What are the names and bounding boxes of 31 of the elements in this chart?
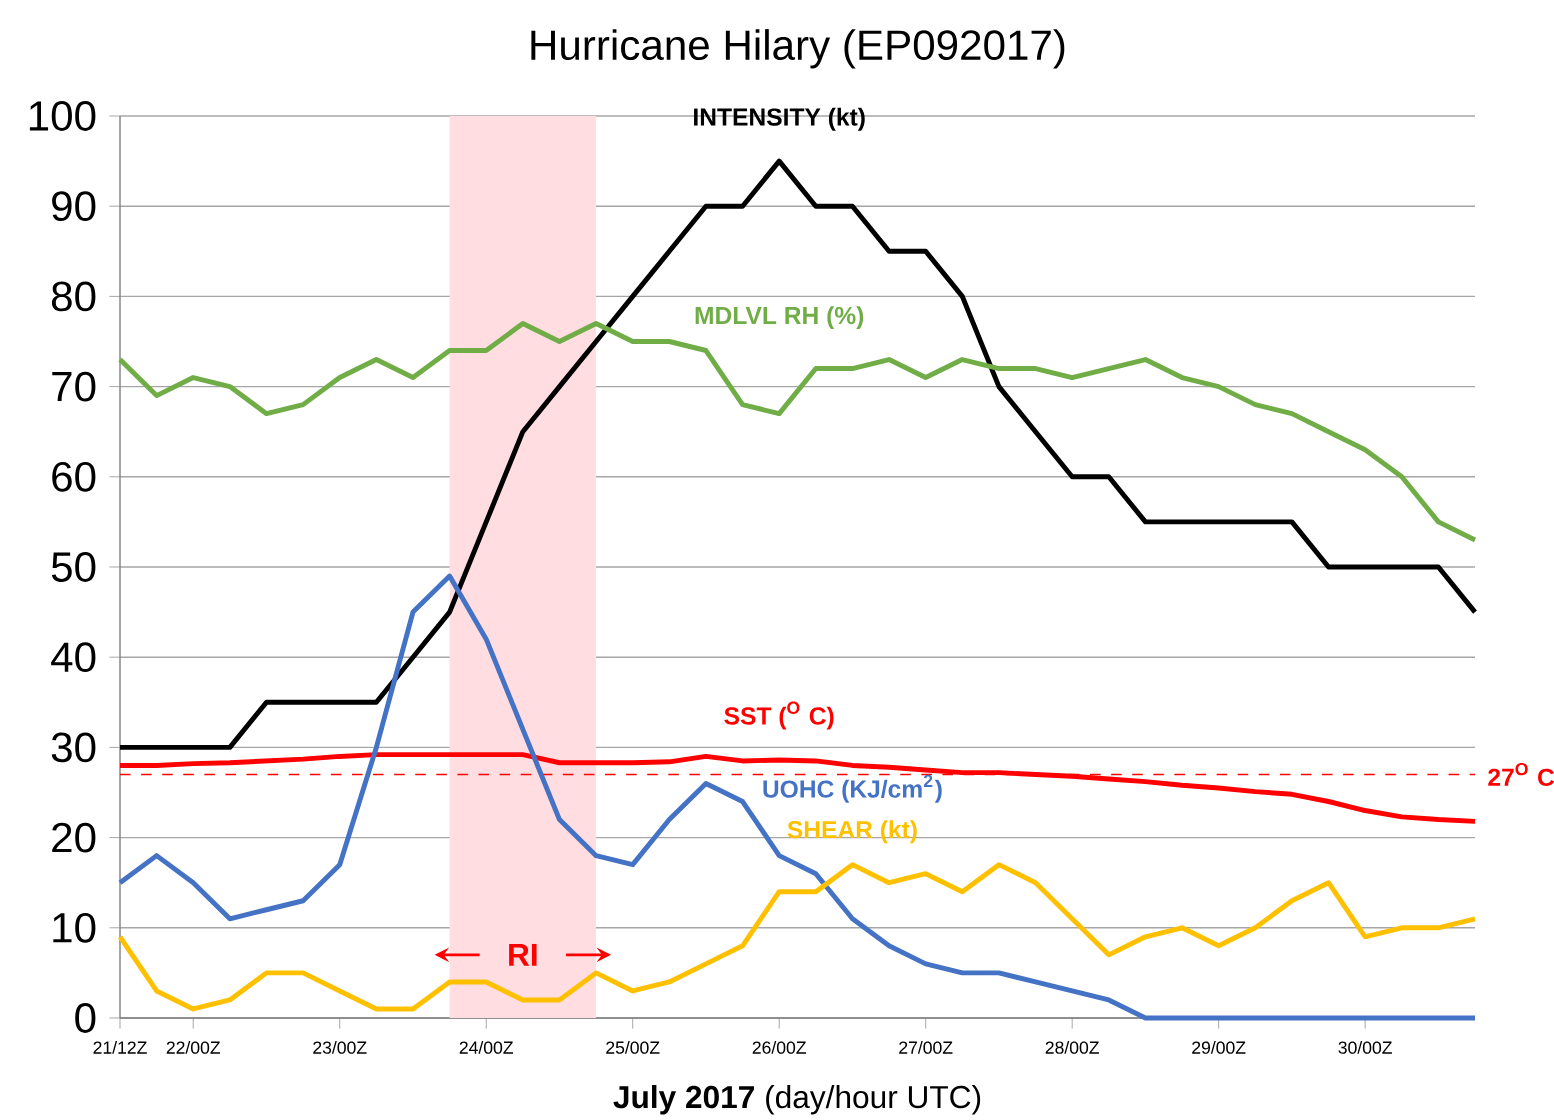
y-tick-label: 30 [51,732,96,763]
y-tick-label: 70 [52,371,96,402]
series-label: MDLVL RH (%) [695,306,864,330]
x-tick-label: 26/00Z [752,1040,807,1054]
series-label: SHEAR (kt) [787,820,917,844]
x-axis-title: July 2017 (day/hour UTC) [613,1085,981,1115]
x-tick-label: 24/00Z [459,1040,514,1054]
x-tick-label: 29/00Z [1192,1040,1246,1054]
y-tick-label: 0 [75,1003,96,1033]
y-tick-label: 10 [53,912,96,943]
x-tick-label: 22/00Z [166,1040,221,1054]
series-label: UOHC (KJ/cm$^{2}$) [763,774,942,803]
band-label: RI [509,943,537,966]
chart-title: Hurricane Hilary (EP092017) [531,29,1065,69]
series-label: INTENSITY (kt) [694,107,865,131]
line-series [117,862,1478,1012]
x-tick-label: 30/00Z [1338,1040,1392,1054]
x-tick-label: 27/00Z [899,1040,953,1054]
y-tick-label: 90 [52,191,96,222]
y-tick-label: 60 [52,461,96,492]
y-tick-label: 80 [51,281,96,312]
series-label: SST ($^{O}$ C) [724,701,834,730]
x-tick-label: 23/00Z [313,1040,367,1054]
ref-line-label: 27$^{O}$ C [1488,762,1554,786]
y-tick-label: 40 [51,642,96,673]
x-tick-label: 28/00Z [1045,1040,1099,1054]
y-tick-label: 100 [29,101,96,131]
x-tick-label: 25/00Z [606,1040,660,1054]
x-tick-label: 21/12Z [93,1040,147,1054]
y-tick-label: 50 [51,552,96,582]
y-tick-label: 20 [52,822,96,853]
